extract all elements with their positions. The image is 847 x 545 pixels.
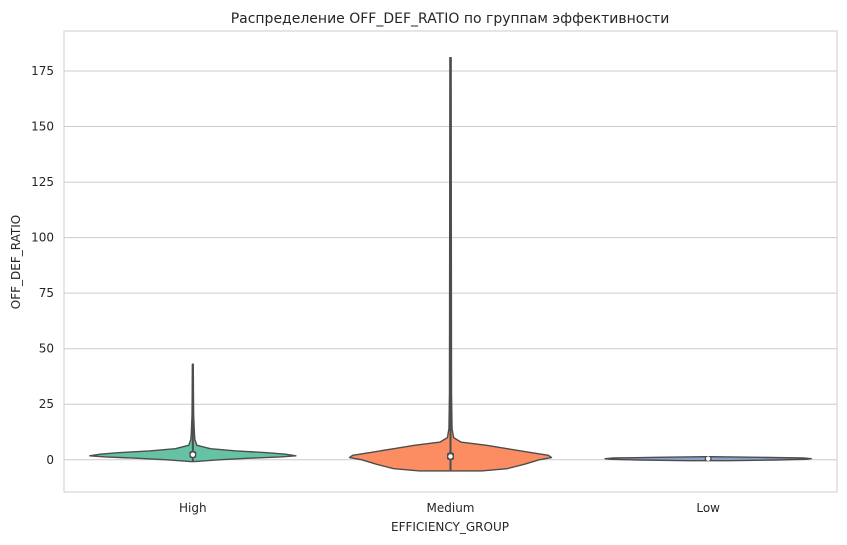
x-axis-label: EFFICIENCY_GROUP (391, 520, 509, 534)
chart-title: Распределение OFF_DEF_RATIO по группам э… (231, 11, 670, 27)
violin-median-medium (448, 454, 453, 459)
y-tick-label: 100 (31, 231, 54, 245)
y-tick-label: 75 (39, 286, 54, 300)
y-tick-label: 50 (39, 342, 54, 356)
y-tick-label: 25 (39, 397, 54, 411)
y-axis-label: OFF_DEF_RATIO (9, 215, 23, 309)
y-tick-label: 0 (46, 453, 54, 467)
y-tick-label: 175 (31, 64, 54, 78)
y-tick-label: 125 (31, 175, 54, 189)
x-tick-label: High (179, 501, 207, 515)
y-tick-labels: 0 25 50 75 100 125 150 175 (31, 64, 54, 467)
x-tick-labels: High Medium Low (179, 501, 720, 515)
violins (89, 56, 812, 472)
plot-frame (63, 30, 838, 493)
y-tick-label: 150 (31, 120, 54, 134)
x-tick-label: Medium (427, 501, 475, 515)
x-tick-label: Low (696, 501, 720, 515)
violin-median-high (190, 452, 196, 457)
violin-median-low (705, 456, 711, 461)
